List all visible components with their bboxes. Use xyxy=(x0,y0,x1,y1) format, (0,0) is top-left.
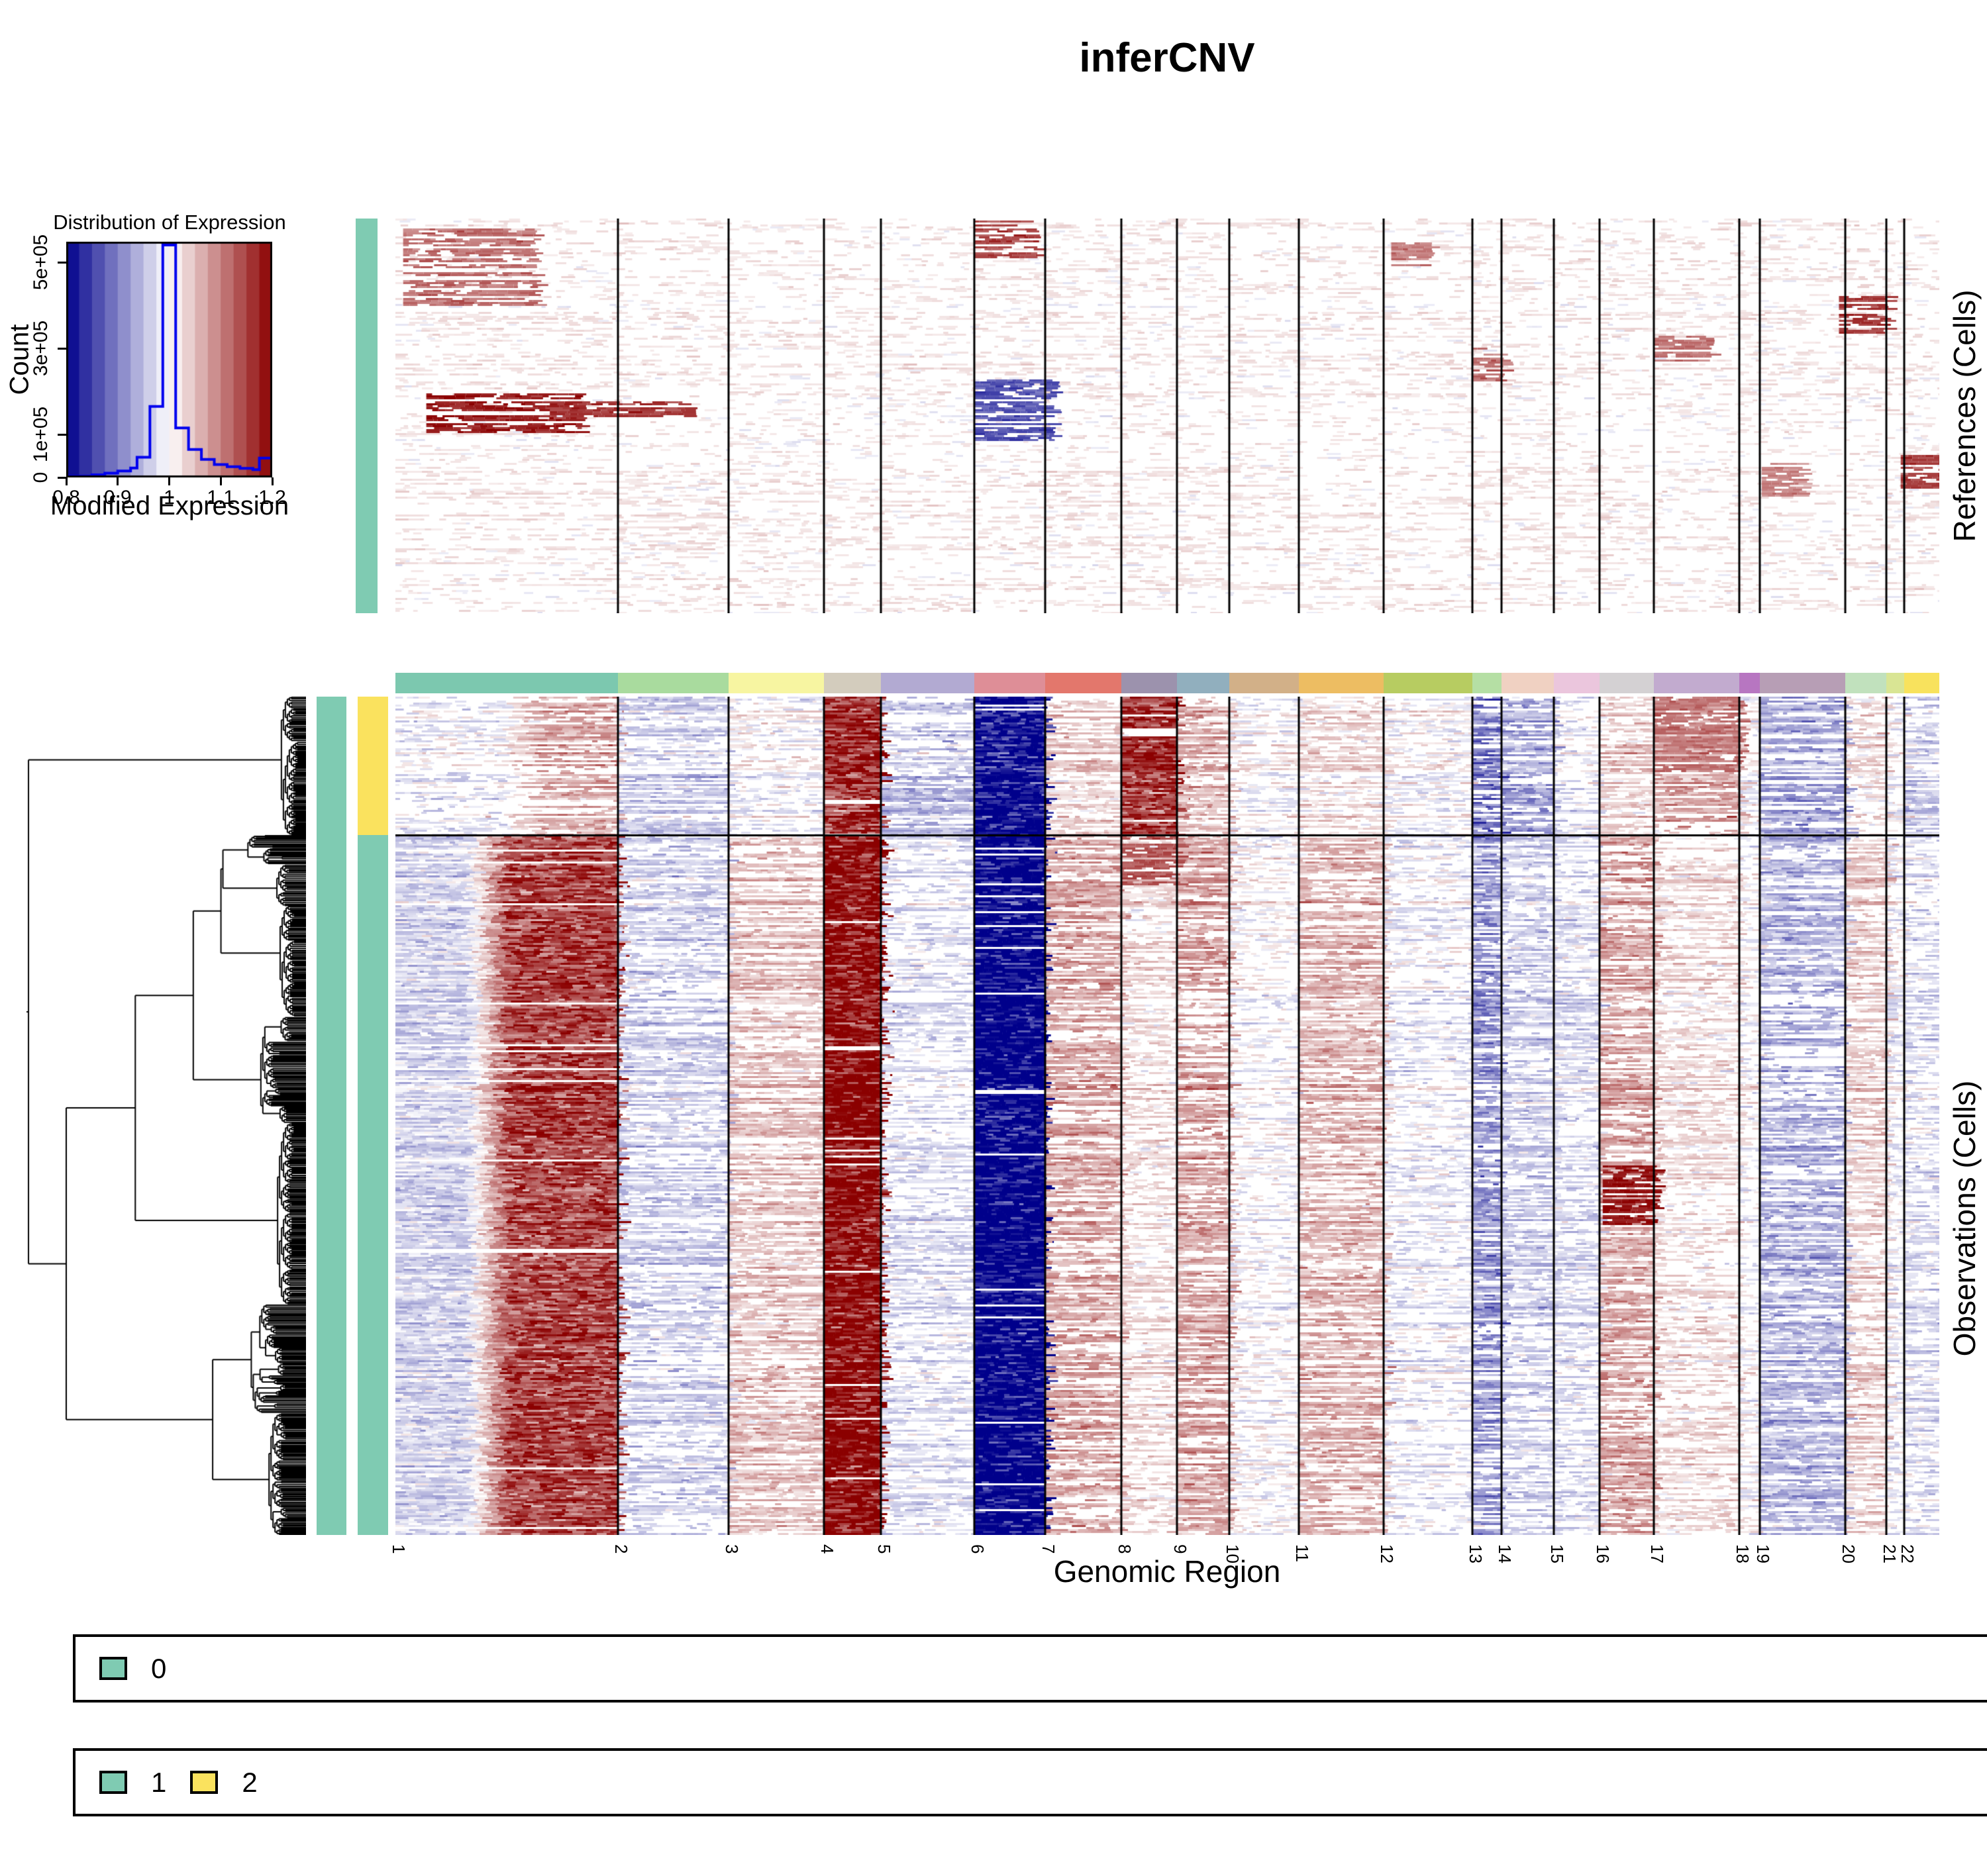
x-tick-label-chr4: 4 xyxy=(817,1544,837,1554)
x-tick-label-chr8: 8 xyxy=(1115,1544,1135,1554)
legend-label: 0 xyxy=(151,1652,167,1684)
cell-clustering-dendrogram xyxy=(10,697,306,1535)
x-tick-mark xyxy=(65,477,68,485)
observations-panel-label: Observations (Cells) xyxy=(1947,1080,1982,1357)
legend-item: 1 xyxy=(99,1767,166,1799)
references-panel-label: References (Cells) xyxy=(1947,289,1982,542)
y-tick-mark xyxy=(58,433,66,436)
chromosome-color-segment-22 xyxy=(1904,673,1939,693)
x-tick-label-chr20: 20 xyxy=(1839,1544,1859,1563)
x-tick-label-chr12: 12 xyxy=(1377,1544,1397,1563)
x-tick-label-chr17: 17 xyxy=(1647,1544,1667,1563)
chromosome-color-segment-10 xyxy=(1229,673,1299,693)
x-tick-label-chr9: 9 xyxy=(1170,1544,1190,1554)
xaxis-title: Genomic Region xyxy=(1053,1554,1281,1589)
legend-swatch xyxy=(99,1657,127,1680)
chromosome-color-segment-6 xyxy=(974,673,1045,693)
x-tick-label: 0.9 xyxy=(103,487,132,509)
x-tick-label: 1 xyxy=(164,487,175,509)
x-tick-label-chr7: 7 xyxy=(1039,1544,1058,1554)
x-tick-label: 1.1 xyxy=(207,487,235,509)
observations-cluster-annotation-bar xyxy=(358,697,388,1535)
x-tick-label-chr22: 22 xyxy=(1898,1544,1917,1563)
x-tick-mark xyxy=(219,477,222,485)
references-group-annotation-bar xyxy=(356,219,378,613)
chromosome-color-segment-1 xyxy=(395,673,618,693)
x-tick-label-chr19: 19 xyxy=(1753,1544,1773,1563)
cluster-annotation-segment xyxy=(358,697,388,835)
chromosome-color-segment-14 xyxy=(1502,673,1554,693)
x-tick-label-chr6: 6 xyxy=(968,1544,988,1554)
chromosome-color-segment-15 xyxy=(1554,673,1600,693)
x-tick-label-chr1: 1 xyxy=(389,1544,409,1554)
chromosome-color-segment-19 xyxy=(1760,673,1845,693)
x-tick-label-chr2: 2 xyxy=(611,1544,631,1554)
chromosome-color-bar xyxy=(395,673,1939,693)
x-tick-mark xyxy=(271,477,274,485)
observations-heatmap xyxy=(395,697,1939,1535)
y-tick-label: 3e+05 xyxy=(30,320,52,377)
legend-label: 1 xyxy=(151,1766,167,1798)
chromosome-color-segment-7 xyxy=(1045,673,1121,693)
x-tick-label-chr18: 18 xyxy=(1733,1544,1753,1563)
x-tick-label: 0.8 xyxy=(52,487,80,509)
chromosome-color-segment-11 xyxy=(1299,673,1384,693)
chromosome-color-segment-17 xyxy=(1654,673,1739,693)
y-tick-mark xyxy=(58,261,66,264)
y-tick-mark xyxy=(58,347,66,350)
x-tick-label-chr5: 5 xyxy=(874,1544,894,1554)
legend-swatch xyxy=(99,1771,127,1794)
chromosome-color-segment-16 xyxy=(1600,673,1654,693)
histogram-xlabel: Modified Expression xyxy=(50,491,289,520)
x-tick-label-chr14: 14 xyxy=(1495,1544,1515,1563)
legend-swatch xyxy=(190,1771,219,1794)
chromosome-color-segment-12 xyxy=(1384,673,1472,693)
expression-distribution-histogram xyxy=(66,242,272,477)
chromosome-color-segment-2 xyxy=(618,673,729,693)
y-tick-label: 1e+05 xyxy=(30,406,52,463)
x-tick-label-chr3: 3 xyxy=(722,1544,742,1554)
histogram-title: Distribution of Expression xyxy=(53,211,286,234)
references-heatmap xyxy=(395,219,1939,613)
chromosome-color-segment-21 xyxy=(1886,673,1904,693)
x-tick-label-chr11: 11 xyxy=(1292,1544,1312,1562)
legend-item: 2 xyxy=(190,1766,258,1799)
observations-group-annotation-bar xyxy=(317,697,346,1535)
y-tick-label: 5e+05 xyxy=(30,234,52,291)
x-tick-label-chr13: 13 xyxy=(1466,1544,1486,1563)
legend-item: 0 xyxy=(99,1653,166,1685)
legend-label: 2 xyxy=(242,1766,258,1798)
y-tick-label: 0 xyxy=(30,471,52,483)
references-groups-legend: 0 xyxy=(73,1634,1987,1703)
figure-title: inferCNV xyxy=(1079,35,1255,81)
chromosome-color-segment-3 xyxy=(729,673,824,693)
cluster-annotation-segment xyxy=(358,834,388,1535)
chromosome-color-segment-9 xyxy=(1177,673,1229,693)
x-tick-mark xyxy=(117,477,119,485)
x-tick-label: 1.2 xyxy=(258,487,286,509)
chromosome-color-segment-20 xyxy=(1845,673,1886,693)
chromosome-color-segment-4 xyxy=(824,673,881,693)
y-tick-mark xyxy=(58,476,66,479)
chromosome-color-segment-8 xyxy=(1121,673,1177,693)
chromosome-color-segment-13 xyxy=(1472,673,1502,693)
chromosome-color-segment-5 xyxy=(881,673,974,693)
x-tick-mark xyxy=(168,477,170,485)
chromosome-color-segment-18 xyxy=(1739,673,1760,693)
x-tick-label-chr16: 16 xyxy=(1593,1544,1613,1563)
x-tick-label-chr15: 15 xyxy=(1547,1544,1567,1563)
